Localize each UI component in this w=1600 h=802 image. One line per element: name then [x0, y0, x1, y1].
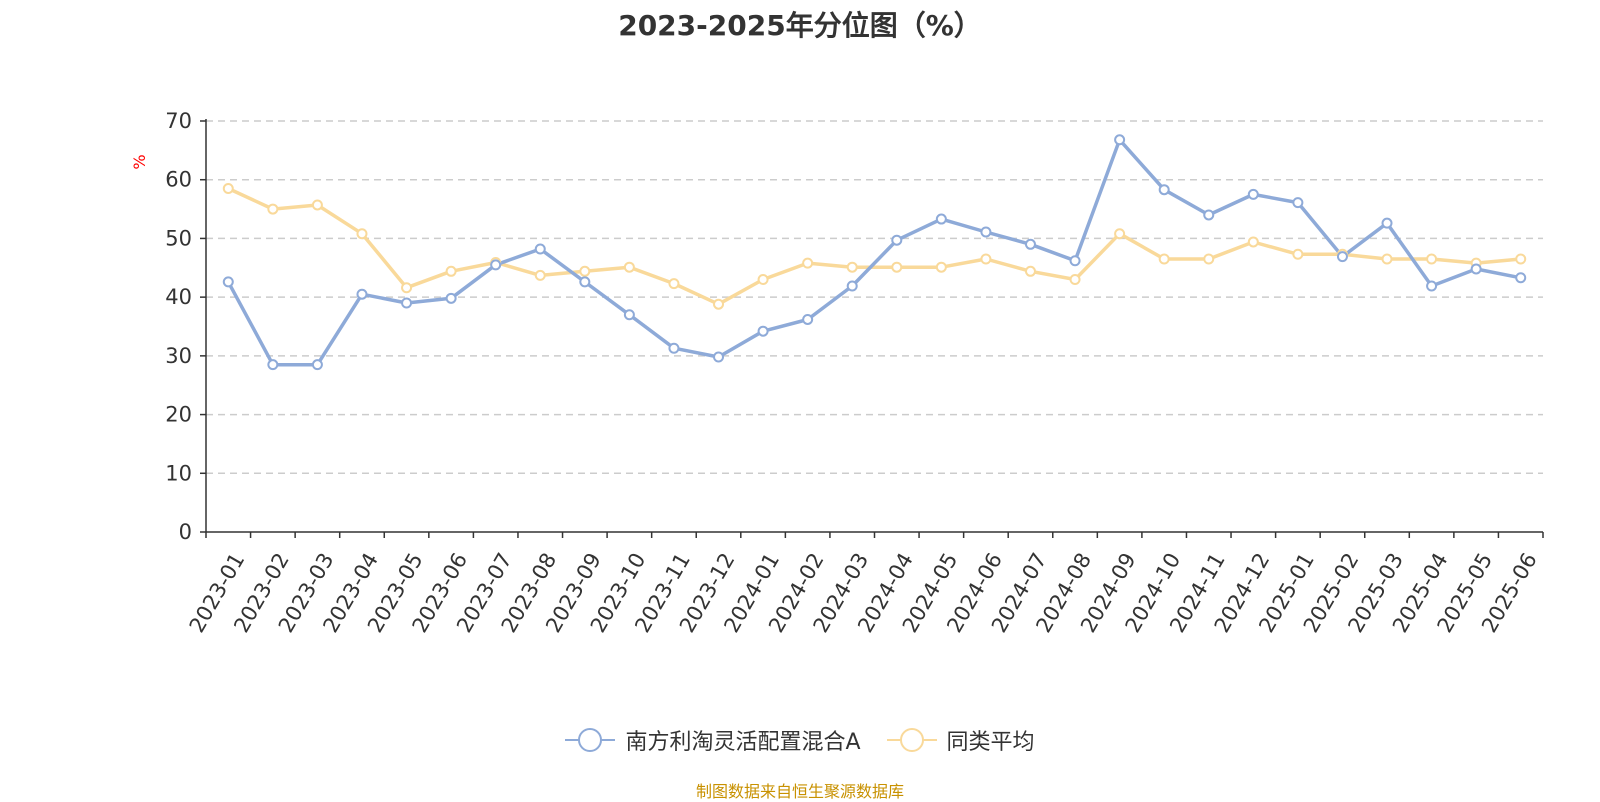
y-tick-label: 60	[165, 168, 192, 192]
data-point-1	[935, 261, 947, 273]
data-point-1	[1292, 248, 1304, 260]
grid-lines	[206, 120, 1543, 475]
data-point-0	[668, 342, 680, 354]
legend-line-circle-icon	[565, 728, 616, 752]
data-point-0	[1114, 134, 1126, 146]
legend-label-fund: 南方利淘灵活配置混合A	[625, 730, 861, 755]
axes: 0102030405060702023-012023-022023-032023…	[165, 109, 1544, 637]
data-point-1	[980, 253, 992, 265]
data-point-1	[1069, 274, 1081, 286]
data-point-1	[222, 183, 234, 195]
data-point-0	[579, 276, 591, 288]
data-point-0	[935, 213, 947, 225]
legend-label-average: 同类平均	[946, 730, 1035, 755]
chart-title: 2023-2025年分位图（%）	[618, 9, 982, 42]
legend-item-fund[interactable]: 南方利淘灵活配置混合A	[565, 724, 861, 756]
data-point-1	[891, 261, 903, 273]
data-point-1	[401, 282, 413, 294]
series-line-1	[226, 186, 1523, 306]
data-point-1	[623, 261, 635, 273]
data-point-1	[1024, 265, 1036, 277]
data-point-0	[1247, 188, 1259, 200]
y-tick-label: 20	[165, 403, 192, 427]
data-point-0	[534, 243, 546, 255]
data-point-0	[490, 259, 502, 271]
data-point-0	[267, 359, 279, 371]
y-tick-label: 50	[165, 226, 192, 250]
data-point-0	[1470, 263, 1482, 275]
data-point-1	[757, 274, 769, 286]
data-point-1	[802, 257, 814, 269]
y-tick-label: 40	[165, 285, 192, 309]
data-point-0	[623, 309, 635, 321]
data-point-1	[846, 261, 858, 273]
data-point-1	[1247, 236, 1259, 248]
data-point-1	[1381, 253, 1393, 265]
data-point-0	[1203, 209, 1215, 221]
data-point-1	[1426, 253, 1438, 265]
data-point-1	[267, 203, 279, 215]
data-point-1	[534, 269, 546, 281]
y-tick-label: 30	[165, 344, 192, 368]
data-point-0	[311, 359, 323, 371]
data-point-1	[579, 265, 591, 277]
data-point-0	[1292, 197, 1304, 209]
data-point-0	[1336, 251, 1348, 263]
data-point-1	[713, 298, 725, 310]
legend-line-circle-icon	[886, 728, 937, 752]
data-point-0	[757, 325, 769, 337]
data-point-0	[1515, 272, 1527, 284]
data-point-0	[222, 276, 234, 288]
data-point-1	[1203, 253, 1215, 265]
data-point-0	[980, 226, 992, 238]
data-point-1	[668, 278, 680, 290]
data-point-0	[1426, 280, 1438, 292]
data-point-1	[1515, 253, 1527, 265]
data-point-0	[713, 351, 725, 363]
data-point-0	[1024, 238, 1036, 250]
data-point-0	[401, 297, 413, 309]
data-point-0	[846, 280, 858, 292]
legend-item-average[interactable]: 同类平均	[886, 724, 1035, 756]
y-tick-label: 0	[179, 520, 192, 544]
source-note: 制图数据来自恒生聚源数据库	[695, 782, 904, 801]
data-point-0	[445, 292, 457, 304]
data-point-0	[802, 313, 814, 325]
data-point-0	[1381, 217, 1393, 229]
y-tick-label: 70	[165, 109, 192, 133]
data-point-1	[1158, 253, 1170, 265]
y-axis-label: %	[130, 154, 149, 169]
data-point-0	[891, 234, 903, 246]
data-point-1	[445, 265, 457, 277]
series-lines	[222, 134, 1527, 371]
data-point-1	[356, 228, 368, 240]
series-line-0	[226, 138, 1523, 367]
data-point-1	[311, 199, 323, 211]
data-point-1	[1114, 228, 1126, 240]
data-point-0	[1069, 255, 1081, 267]
legend: 南方利淘灵活配置混合A 同类平均	[0, 724, 1600, 756]
y-tick-label: 10	[165, 461, 192, 485]
data-point-0	[1158, 184, 1170, 196]
data-point-0	[356, 288, 368, 300]
